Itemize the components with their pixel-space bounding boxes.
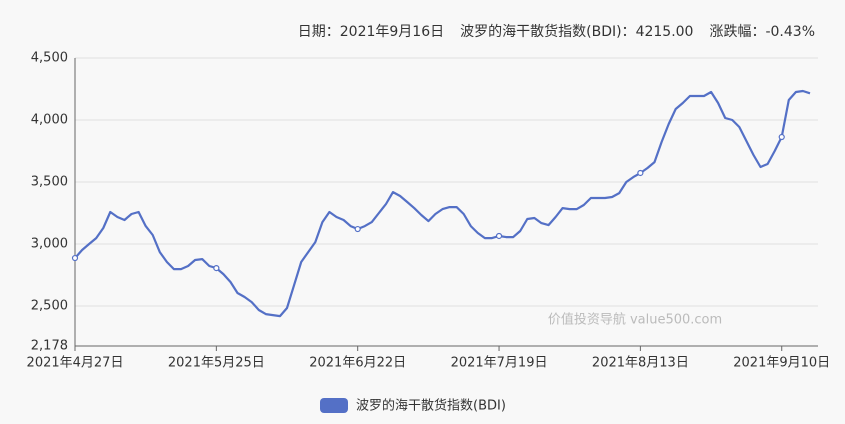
line: [74, 89, 811, 318]
x-tick-label: 2021年7月19日: [451, 356, 548, 371]
header-value: 4215.00: [636, 24, 694, 40]
watermark: 价值投资导航 value500.com: [548, 312, 722, 328]
header: 日期：2021年9月16日 波罗的海干散货指数(BDI)：4215.00 涨跌幅：-…: [298, 23, 815, 40]
x-tick-label: 2021年5月25日: [168, 356, 265, 371]
y-tick-label: 2,500: [31, 299, 68, 314]
header-text: 日期：2021年9月16日 波罗的海干散货指数(BDI)：4215.00 涨跌幅：-…: [298, 23, 815, 40]
point-marker: [637, 169, 644, 177]
point-marker: [354, 225, 361, 233]
x-tick-label: 2021年8月13日: [592, 356, 689, 371]
header-label: 日期：: [298, 24, 340, 40]
y-tick-label: 3,500: [31, 175, 68, 190]
point-marker: [71, 254, 79, 262]
point-marker: [778, 133, 785, 141]
header-value: 2021年9月16日: [340, 24, 444, 40]
y-tick-label: 3,000: [31, 237, 68, 252]
x-tick-label: 2021年6月22日: [309, 356, 406, 371]
point-marker: [213, 265, 220, 272]
legend-label: 波罗的海干散货指数(BDI): [356, 398, 506, 414]
legend-swatch: [320, 398, 348, 413]
x-tick-label: 2021年9月10日: [733, 356, 830, 371]
point-marker: [495, 232, 503, 240]
header-value: -0.43%: [765, 24, 815, 40]
header-label: 涨跌幅：: [709, 24, 765, 40]
x-tick-label: 2021年4月27日: [27, 356, 124, 371]
y-tick-label: 2,178: [31, 339, 68, 354]
y-tick-label: 4,000: [31, 113, 68, 128]
y-tick-label: 4,500: [31, 51, 68, 66]
header-label: 波罗的海干散货指数(BDI)：: [460, 23, 635, 40]
